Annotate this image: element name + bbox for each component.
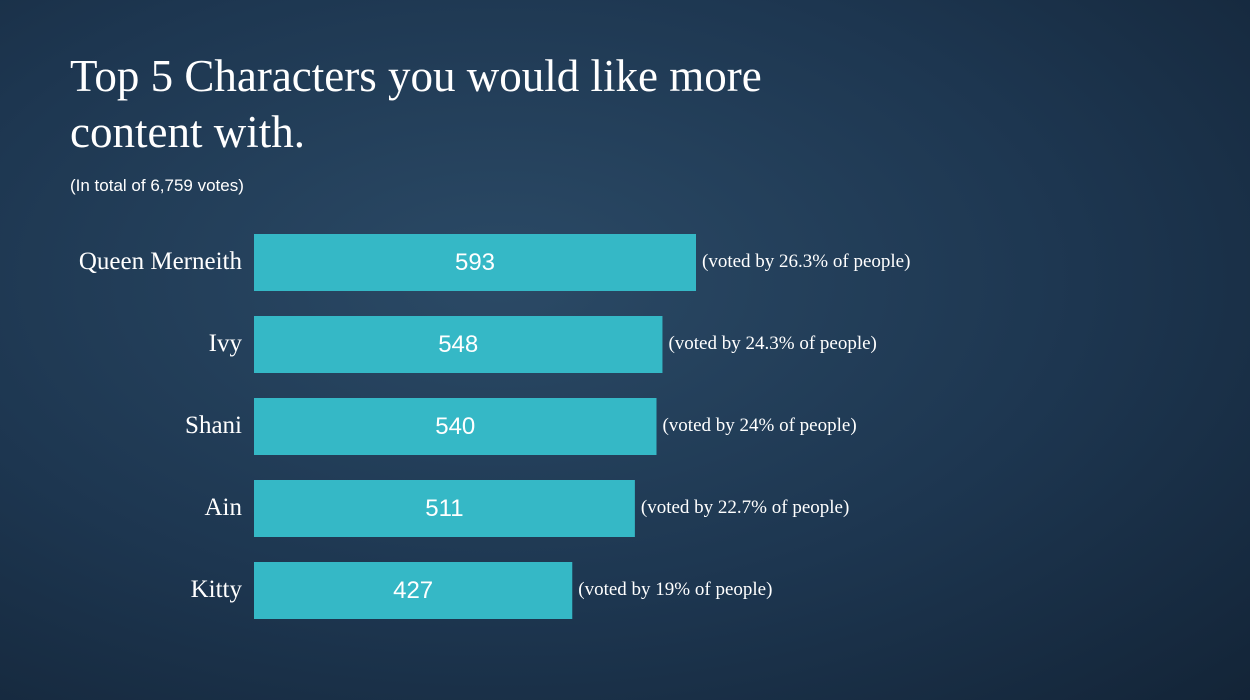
bar xyxy=(254,562,573,619)
annotation: (voted by 22.7% of people) xyxy=(641,497,849,518)
bar xyxy=(254,234,696,291)
category-label: Shani xyxy=(185,412,242,439)
chart-subtitle: (In total of 6,759 votes) xyxy=(70,176,244,195)
category-label: Ivy xyxy=(209,330,243,357)
bar-value-label: 540 xyxy=(435,413,475,440)
category-label: Queen Merneith xyxy=(79,248,243,275)
annotation: (voted by 19% of people) xyxy=(578,579,772,600)
annotation: (voted by 24.3% of people) xyxy=(668,333,876,354)
annotation: (voted by 24% of people) xyxy=(662,415,856,436)
category-label: Ain xyxy=(205,494,243,521)
bar xyxy=(254,316,663,373)
bar xyxy=(254,398,657,455)
bar-value-label: 593 xyxy=(455,249,495,276)
category-label: Kitty xyxy=(191,576,243,603)
bar-value-label: 511 xyxy=(425,495,463,522)
annotation: (voted by 26.3% of people) xyxy=(702,251,910,272)
bar xyxy=(254,480,635,537)
bar-value-label: 548 xyxy=(438,331,478,358)
bar-value-label: 427 xyxy=(393,577,433,604)
chart-title: Top 5 Characters you would like more con… xyxy=(70,51,762,157)
